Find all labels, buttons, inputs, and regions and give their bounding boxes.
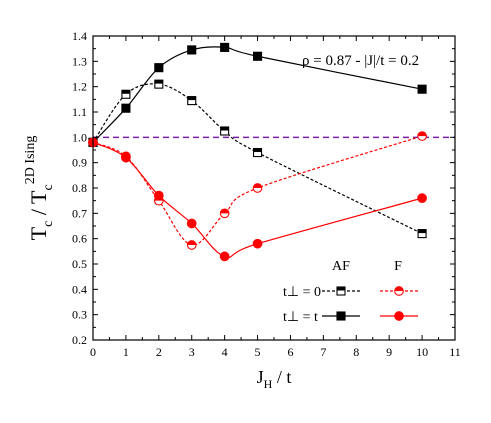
x-tick-label: 5 xyxy=(255,345,261,359)
y-tick-label: 0.3 xyxy=(72,308,87,322)
data-point xyxy=(186,218,197,229)
x-tick-label: 1 xyxy=(123,345,129,359)
y-tick-label: 0.5 xyxy=(72,257,87,271)
x-tick-label: 10 xyxy=(416,345,428,359)
x-tick-label: 0 xyxy=(90,345,96,359)
data-point xyxy=(121,152,131,163)
y-tick-label: 1.2 xyxy=(72,80,87,94)
x-tick-label: 9 xyxy=(386,345,392,359)
x-tick-label: 7 xyxy=(320,345,326,359)
y-tick-label: 0.9 xyxy=(72,156,87,170)
data-point-half xyxy=(187,240,197,245)
data-point-half xyxy=(220,209,229,214)
y-tick-label: 0.7 xyxy=(72,206,87,220)
y-tick-label: 0.6 xyxy=(72,232,87,246)
data-point xyxy=(417,84,427,94)
legend-header-af: AF xyxy=(332,259,350,274)
data-point xyxy=(154,63,164,73)
legend-samples xyxy=(322,286,418,321)
data-point-half xyxy=(121,90,130,94)
legend-row-tperp-0: t⊥ = 0 xyxy=(283,285,321,300)
y-tick-label: 1.1 xyxy=(72,105,87,119)
legend-sample-marker-3 xyxy=(336,311,346,321)
annotation-text: ρ = 0.87 - |J|/t = 0.2 xyxy=(302,53,419,69)
y-tick-label: 0.8 xyxy=(72,181,87,195)
x-tick-label: 4 xyxy=(222,345,228,359)
data-point xyxy=(220,42,230,52)
data-point-half xyxy=(418,229,427,234)
legend-row-tperp-t: t⊥ = t xyxy=(283,310,318,325)
data-point xyxy=(219,251,230,262)
x-tick-label: 8 xyxy=(353,345,359,359)
data-point-half xyxy=(253,183,262,188)
data-point-half xyxy=(253,148,262,153)
x-tick-label: 11 xyxy=(449,345,461,359)
data-point-half xyxy=(154,80,163,84)
x-tick-label: 3 xyxy=(189,345,195,359)
y-tick-label: 1.4 xyxy=(72,29,87,43)
data-point xyxy=(252,51,263,61)
data-point-half xyxy=(417,131,427,137)
data-point xyxy=(252,238,263,249)
ticks-layer: 0 1 2 3 4 5 6 7 8 9 10 11 0.2 0.3 0.4 0.5 0.6 0.7 0.8 0.9 1.… xyxy=(72,29,461,359)
y-tick-label: 1.0 xyxy=(72,130,87,144)
x-tick-label: 2 xyxy=(156,345,162,359)
series-line-1 xyxy=(92,83,423,235)
markers-layer xyxy=(88,42,427,262)
y-tick-label: 1.3 xyxy=(72,54,87,68)
data-point xyxy=(153,190,164,201)
legend-header-f: F xyxy=(394,259,402,274)
x-tick-label: 6 xyxy=(287,345,293,359)
data-point xyxy=(121,103,131,113)
legend-sample-marker-2-half xyxy=(394,286,404,291)
x-axis-title: JH / t xyxy=(257,367,292,391)
y-tick-label: 0.2 xyxy=(72,333,87,347)
legend-sample-marker-1-half xyxy=(337,287,345,291)
data-point xyxy=(417,193,427,203)
legend: AF F t⊥ = 0 t⊥ = t xyxy=(283,259,418,325)
y-tick-label: 0.4 xyxy=(72,282,87,296)
legend-sample-marker-4 xyxy=(394,311,404,321)
data-point-half xyxy=(187,96,196,101)
data-point xyxy=(187,45,197,55)
data-point-half xyxy=(220,127,229,131)
y-axis-title: Tc / Tc2D Ising xyxy=(23,136,56,241)
